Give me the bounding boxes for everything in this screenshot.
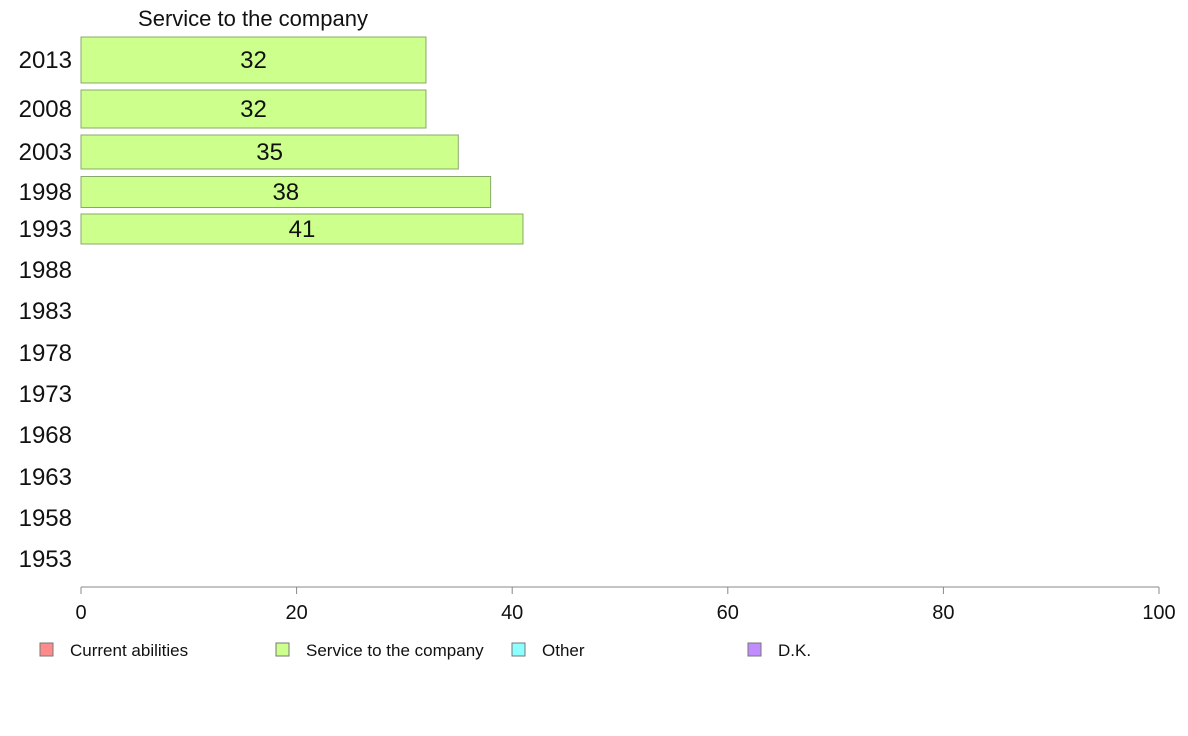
category-label: 1973: [19, 381, 72, 408]
bar: [80, 134, 459, 170]
x-tick-label: 100: [1142, 602, 1175, 624]
category-label: 1963: [19, 464, 72, 491]
bar-value-label: 32: [240, 47, 267, 74]
category-label: 1953: [19, 546, 72, 573]
bar-value-label: 38: [272, 179, 299, 206]
bar-value-label: 32: [240, 96, 267, 123]
bars: 32 32 35 38 41: [80, 36, 524, 245]
legend-label: Other: [542, 641, 585, 660]
legend-swatch: [747, 642, 762, 657]
category-label: 1998: [19, 179, 72, 206]
category-label: 1978: [19, 340, 72, 367]
x-tick-label: 0: [75, 602, 86, 624]
legend-label: Current abilities: [70, 641, 188, 660]
x-axis: 0 20 40 60 80 100: [75, 586, 1176, 624]
category-label: 1983: [19, 298, 72, 325]
category-labels: 2013 2008 2003 1998 1993 1988 1983 1978 1973 1968…: [19, 47, 72, 573]
legend-swatch: [39, 642, 54, 657]
x-tick-label: 80: [932, 602, 954, 624]
category-label: 1993: [19, 216, 72, 243]
bar-value-label: 35: [256, 139, 283, 166]
legend: Current abilities Service to the company O…: [39, 641, 811, 660]
category-label: 2003: [19, 139, 72, 166]
x-tick-label: 60: [717, 602, 739, 624]
bar: [80, 176, 492, 208]
bar: [80, 213, 524, 245]
legend-label: Service to the company: [306, 641, 484, 660]
category-label: 1988: [19, 257, 72, 284]
x-tick-label: 40: [501, 602, 523, 624]
bar: [80, 89, 427, 129]
x-tick-label: 20: [285, 602, 307, 624]
legend-swatch: [511, 642, 526, 657]
category-label: 1958: [19, 505, 72, 532]
bar-value-label: 41: [289, 216, 316, 243]
category-label: 2013: [19, 47, 72, 74]
category-label: 2008: [19, 96, 72, 123]
category-label: 1968: [19, 422, 72, 449]
bar: [80, 36, 427, 84]
legend-label: D.K.: [778, 641, 811, 660]
legend-swatch: [275, 642, 290, 657]
chart-title: Service to the company: [138, 6, 368, 31]
